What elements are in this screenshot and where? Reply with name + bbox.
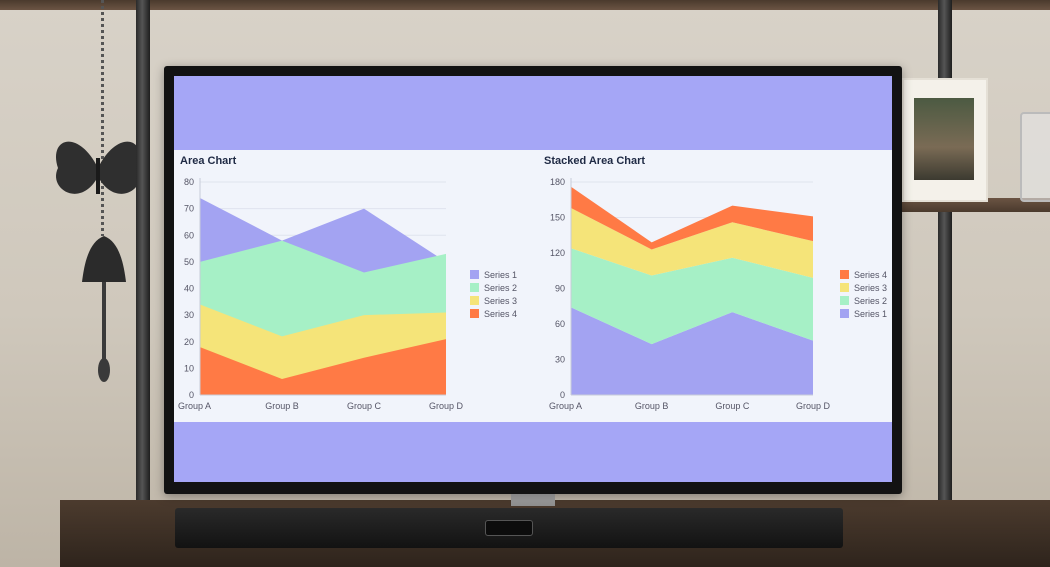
x-tick-label: Group B	[635, 401, 669, 411]
photo-frame	[902, 78, 988, 202]
area-series-4	[200, 339, 446, 395]
y-tick-label: 90	[555, 284, 565, 294]
soundbar	[175, 508, 843, 548]
y-tick-label: 120	[550, 248, 565, 258]
legend-label: Series 1	[854, 309, 887, 319]
shelf-pipe-left	[136, 0, 150, 520]
legend-swatch	[840, 283, 849, 292]
chart-title: Area Chart	[180, 155, 237, 167]
hanging-bell-icon	[82, 236, 126, 382]
legend-swatch	[840, 296, 849, 305]
y-tick-label: 20	[184, 337, 194, 347]
y-tick-label: 40	[184, 284, 194, 294]
y-tick-label: 70	[184, 204, 194, 214]
x-tick-label: Group B	[265, 401, 299, 411]
wooden-shelf	[0, 0, 1050, 10]
x-tick-label: Group A	[549, 401, 582, 411]
y-tick-label: 60	[184, 230, 194, 240]
legend-label: Series 2	[854, 296, 887, 306]
y-tick-label: 0	[560, 390, 565, 400]
legend-label: Series 3	[854, 283, 887, 293]
y-tick-label: 30	[555, 355, 565, 365]
butterfly-decoration-icon	[56, 141, 140, 194]
y-tick-label: 50	[184, 257, 194, 267]
legend-label: Series 2	[484, 283, 517, 293]
legend-swatch	[470, 283, 479, 292]
area-series-4	[571, 186, 813, 250]
glass-jar	[1020, 112, 1050, 202]
x-tick-label: Group C	[715, 401, 750, 411]
legend-swatch	[470, 270, 479, 279]
y-tick-label: 30	[184, 310, 194, 320]
chart-title: Stacked Area Chart	[544, 155, 645, 167]
area-series-2	[571, 248, 813, 345]
legend-label: Series 4	[484, 309, 517, 319]
x-tick-label: Group C	[347, 401, 382, 411]
area-series-3	[571, 208, 813, 278]
y-tick-label: 180	[550, 177, 565, 187]
legend-label: Series 3	[484, 296, 517, 306]
legend-swatch	[470, 309, 479, 318]
y-tick-label: 0	[189, 390, 194, 400]
y-tick-label: 10	[184, 363, 194, 373]
chart-1: Area Chart 0 10 20 30 40 50 60 70 80 Group A Group …	[178, 155, 517, 411]
tv-screen: Area Chart 0 10 20 30 40 50 60 70 80 Group A Group …	[174, 76, 892, 482]
framed-photo	[914, 98, 974, 180]
x-tick-label: Group D	[429, 401, 464, 411]
hanging-chain	[101, 0, 104, 236]
legend-swatch	[470, 296, 479, 305]
legend-swatch	[840, 309, 849, 318]
soundbar-display	[485, 520, 533, 536]
chart-panel: Area Chart 0 10 20 30 40 50 60 70 80 Group A Group …	[174, 150, 892, 422]
x-tick-label: Group D	[796, 401, 831, 411]
legend-label: Series 1	[484, 270, 517, 280]
y-tick-label: 60	[555, 319, 565, 329]
legend-label: Series 4	[854, 270, 887, 280]
chart-2: Stacked Area Chart 0 30 60 90 120 150 180 Group …	[544, 155, 887, 411]
y-tick-label: 150	[550, 213, 565, 223]
charts-svg: Area Chart 0 10 20 30 40 50 60 70 80 Group A Group …	[178, 155, 887, 411]
legend-swatch	[840, 270, 849, 279]
area-series-1	[571, 307, 813, 395]
x-tick-label: Group A	[178, 401, 211, 411]
y-tick-label: 80	[184, 177, 194, 187]
